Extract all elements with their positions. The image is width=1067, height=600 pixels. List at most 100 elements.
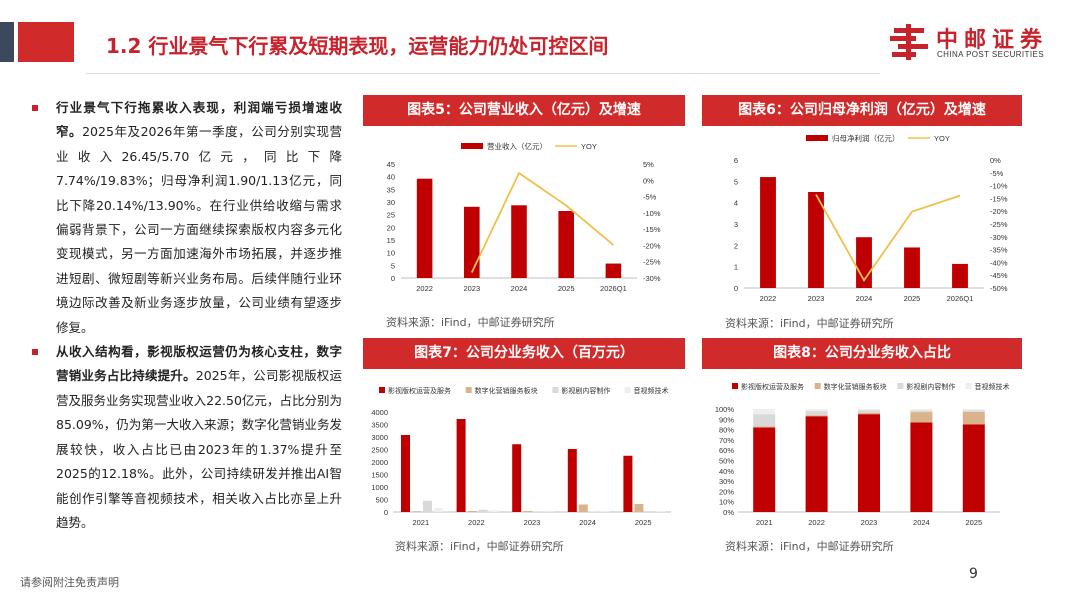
x-tick-label: 2024 xyxy=(511,284,528,293)
bar-2025-series-4 xyxy=(656,511,666,512)
paragraph-2-text: 2025年，公司影视版权运营及服务业务实现营业收入22.50亿元，占比分别为85… xyxy=(56,368,342,530)
chart-7-title: 图表7：公司分业务收入（百万元） xyxy=(363,338,685,369)
chart-7-segment-revenue: 影视版权运营及服务 数字化营销服务板块 影视剧内容制作 音视频技术 0 500 1000 15… xyxy=(371,386,671,527)
bar-2021-series-3 xyxy=(423,500,432,512)
paragraph-1-lead: 行业景气下行拖累收入表现，利润端亏损增速收窄。 xyxy=(56,100,342,140)
y-right-tick-label: -20% xyxy=(990,207,1008,216)
x-tick-label: 2025 xyxy=(635,518,652,527)
y-left-tick-label: 10 xyxy=(387,249,395,258)
legend-swatch-series-3 xyxy=(552,387,559,393)
page-title: 1.2 行业景气下行累及短期表现，运营能力仍处可控区间 xyxy=(106,34,609,58)
y-left-tick-label: 3 xyxy=(734,220,738,229)
bar-2022-series-4 xyxy=(489,510,499,512)
y-left-tick-label: 4 xyxy=(734,199,738,208)
y-tick-label: 90% xyxy=(719,415,734,424)
y-right-tick-label: -30% xyxy=(643,274,661,283)
chart-6-net-profit: 归母净利润（亿元） YOY 0 1 2 3 4 5 6 0% -5% -10% -15% -20% -25%… xyxy=(734,133,1008,303)
bar-2025-segment-4 xyxy=(962,409,985,411)
legend-swatch-series-4 xyxy=(624,387,631,393)
y-tick-label: 2500 xyxy=(371,446,388,455)
y-right-tick-label: -45% xyxy=(990,271,1008,280)
legend-label-bars: 营业收入（亿元） xyxy=(487,141,547,151)
y-left-tick-label: 6 xyxy=(734,156,738,165)
y-tick-label: 3500 xyxy=(371,421,388,430)
y-left-tick-label: 30 xyxy=(387,198,395,207)
y-tick-label: 3000 xyxy=(371,433,388,442)
y-left-tick-label: 15 xyxy=(387,236,395,245)
y-left-tick-label: 5 xyxy=(391,261,395,270)
yoy-line xyxy=(815,194,961,282)
y-left-tick-label: 35 xyxy=(387,185,395,194)
y-tick-label: 70% xyxy=(719,436,734,445)
x-tick-label: 2023 xyxy=(524,518,541,527)
bar-2026Q1 xyxy=(952,263,968,288)
bar-2024-segment-4 xyxy=(910,409,933,411)
bar-2022-segment-1 xyxy=(805,416,828,512)
legend-label-line: YOY xyxy=(934,134,950,143)
bar-2025-series-3 xyxy=(645,511,655,512)
yoy-line xyxy=(470,171,614,273)
bar-2025-segment-3 xyxy=(962,410,985,412)
bar-2025 xyxy=(558,210,574,278)
chart-8-title: 图表8：公司分业务收入占比 xyxy=(702,338,1022,369)
y-tick-label: 20% xyxy=(719,487,734,496)
paragraph-1-text: 2025年及2026年第一季度，公司分别实现营业收入26.45/5.70亿元，同… xyxy=(56,124,342,335)
y-tick-label: 10% xyxy=(719,498,734,507)
bar-2022-series-3 xyxy=(478,509,488,512)
bar-2021-segment-1 xyxy=(753,427,776,512)
bar-2021-segment-4 xyxy=(753,409,776,415)
legend-label-series-3: 影视剧内容制作 xyxy=(561,386,610,395)
y-tick-label: 40% xyxy=(719,467,734,476)
legend-label-series-3: 影视剧内容制作 xyxy=(906,382,955,391)
y-right-tick-label: -20% xyxy=(643,241,661,250)
y-tick-label: 0 xyxy=(384,508,388,517)
company-logo: 中邮证券 CHINA POST SECURITIES xyxy=(888,20,1058,64)
legend-label-series-1: 影视版权运营及服务 xyxy=(388,386,451,395)
bar-2024-segment-1 xyxy=(910,422,933,512)
y-tick-label: 80% xyxy=(719,426,734,435)
y-tick-label: 0% xyxy=(723,508,734,517)
y-tick-label: 50% xyxy=(719,457,734,466)
y-right-tick-label: -10% xyxy=(643,209,661,218)
y-left-tick-label: 0 xyxy=(391,274,395,283)
bar-2023-series-2 xyxy=(523,511,533,512)
bar-2023-segment-1 xyxy=(857,414,881,512)
bullet-square-icon xyxy=(32,105,38,111)
header-divider xyxy=(86,73,880,74)
paragraph-2-lead: 从收入结构看，影视版权运营仍为核心支柱，数字营销业务占比持续提升。 xyxy=(56,344,342,384)
bar-2025-segment-2 xyxy=(962,411,985,425)
y-right-tick-label: 0% xyxy=(990,156,1001,165)
legend-label-bars: 归母净利润（亿元） xyxy=(832,133,900,143)
bar-2024-segment-3 xyxy=(910,410,933,413)
x-tick-label: 2021 xyxy=(412,518,429,527)
bar-2021-series-2 xyxy=(412,511,421,512)
y-right-tick-label: 5% xyxy=(643,160,654,169)
x-tick-label: 2022 xyxy=(416,284,433,293)
bar-2022-series-2 xyxy=(467,511,477,512)
legend-label-series-4: 音视频技术 xyxy=(975,382,1010,391)
legend-swatch-series-1 xyxy=(732,383,738,389)
y-right-tick-label: -25% xyxy=(990,220,1008,229)
chart-6-title: 图表6：公司归母净利润（亿元）及增速 xyxy=(702,95,1022,126)
y-tick-label: 60% xyxy=(719,446,734,455)
bar-2026Q1 xyxy=(605,263,622,278)
bar-2024-series-3 xyxy=(589,511,599,512)
y-right-tick-label: -40% xyxy=(990,258,1008,267)
x-tick-label: 2023 xyxy=(808,294,825,303)
y-right-tick-label: -5% xyxy=(643,193,657,202)
bar-2023-segment-3 xyxy=(857,410,881,413)
x-tick-label: 2022 xyxy=(808,518,825,527)
legend-swatch-bars xyxy=(461,143,483,149)
bar-2023-segment-2 xyxy=(857,412,881,415)
x-tick-label: 2025 xyxy=(904,294,921,303)
bar-2024-series-2 xyxy=(578,504,588,512)
bar-2022 xyxy=(416,178,433,278)
chart-7-source: 资料来源：iFind，中邮证券研究所 xyxy=(395,540,564,553)
paragraph-2: 从收入结构看，影视版权运营仍为核心支柱，数字营销业务占比持续提升。2025年，公… xyxy=(30,340,342,535)
chart-8-segment-share: 影视版权运营及服务 数字化营销服务板块 影视剧内容制作 音视频技术 0%10% 20%30… xyxy=(715,382,1010,527)
y-right-tick-label: -5% xyxy=(990,169,1004,178)
chart-5-title: 图表5：公司营业收入（亿元）及增速 xyxy=(363,95,685,126)
x-tick-label: 2024 xyxy=(856,294,873,303)
chart-5-source: 资料来源：iFind，中邮证券研究所 xyxy=(386,316,555,329)
y-left-tick-label: 40 xyxy=(387,173,395,182)
